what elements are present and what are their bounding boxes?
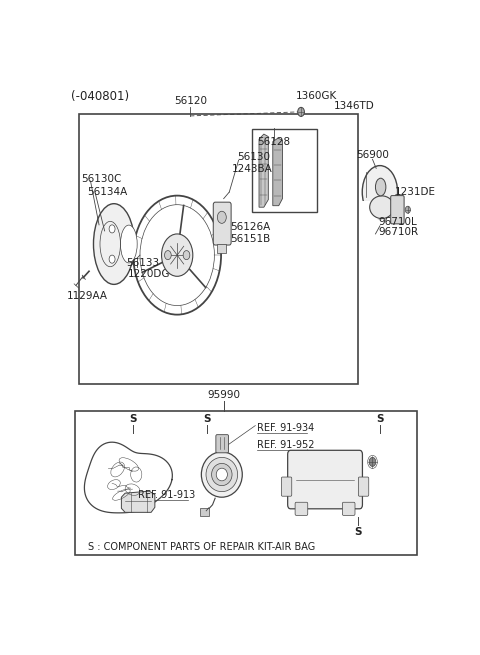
Bar bbox=[217, 244, 226, 253]
Polygon shape bbox=[121, 491, 155, 512]
Text: 1231DE: 1231DE bbox=[395, 187, 436, 197]
Text: 1243BA: 1243BA bbox=[232, 164, 273, 174]
Text: 56133: 56133 bbox=[126, 257, 159, 268]
Ellipse shape bbox=[212, 464, 232, 485]
Ellipse shape bbox=[202, 452, 242, 497]
Text: REF. 91-952: REF. 91-952 bbox=[257, 440, 315, 450]
Circle shape bbox=[162, 234, 193, 276]
FancyBboxPatch shape bbox=[288, 450, 362, 509]
Ellipse shape bbox=[206, 457, 238, 492]
Bar bbox=[75, 411, 417, 555]
Text: 1360GK: 1360GK bbox=[296, 91, 337, 102]
Text: 56900: 56900 bbox=[356, 150, 389, 160]
Circle shape bbox=[298, 107, 304, 117]
Bar bbox=[252, 129, 317, 212]
Ellipse shape bbox=[375, 178, 386, 196]
Ellipse shape bbox=[370, 196, 394, 219]
Text: S: S bbox=[376, 414, 384, 424]
Text: 95990: 95990 bbox=[207, 390, 240, 400]
Text: 1220DG: 1220DG bbox=[128, 269, 170, 279]
Text: 56128: 56128 bbox=[257, 137, 290, 147]
Text: REF. 91-934: REF. 91-934 bbox=[257, 423, 314, 433]
Polygon shape bbox=[259, 134, 268, 207]
Circle shape bbox=[109, 255, 115, 263]
FancyBboxPatch shape bbox=[216, 435, 228, 453]
FancyBboxPatch shape bbox=[359, 477, 369, 496]
Text: (-040801): (-040801) bbox=[71, 90, 129, 103]
Text: 56120: 56120 bbox=[174, 96, 207, 106]
Ellipse shape bbox=[120, 225, 137, 263]
Text: 56134A: 56134A bbox=[87, 187, 127, 197]
FancyBboxPatch shape bbox=[342, 502, 355, 515]
Text: 56130: 56130 bbox=[237, 152, 270, 162]
FancyBboxPatch shape bbox=[213, 202, 231, 245]
Text: REF. 91-913: REF. 91-913 bbox=[138, 490, 195, 500]
Text: 96710L: 96710L bbox=[378, 217, 417, 227]
Text: 96710R: 96710R bbox=[378, 227, 418, 237]
Text: 56130C: 56130C bbox=[82, 174, 122, 185]
Text: S: S bbox=[203, 414, 211, 424]
Ellipse shape bbox=[362, 166, 397, 219]
Circle shape bbox=[183, 251, 190, 259]
Text: 1129AA: 1129AA bbox=[67, 291, 108, 301]
Text: S : COMPONENT PARTS OF REPAIR KIT-AIR BAG: S : COMPONENT PARTS OF REPAIR KIT-AIR BA… bbox=[88, 542, 315, 552]
Circle shape bbox=[165, 251, 171, 259]
FancyBboxPatch shape bbox=[295, 502, 308, 515]
Circle shape bbox=[405, 206, 410, 214]
Text: 56151B: 56151B bbox=[230, 234, 271, 244]
Ellipse shape bbox=[94, 204, 134, 284]
Text: 56126A: 56126A bbox=[230, 223, 271, 233]
Circle shape bbox=[369, 457, 376, 466]
FancyBboxPatch shape bbox=[281, 477, 292, 496]
Bar bbox=[79, 114, 358, 384]
Bar bbox=[200, 508, 209, 516]
Circle shape bbox=[109, 225, 115, 233]
Bar bbox=[361, 201, 398, 219]
Ellipse shape bbox=[216, 468, 228, 481]
Circle shape bbox=[217, 212, 226, 223]
Text: 1346TD: 1346TD bbox=[334, 102, 374, 111]
FancyBboxPatch shape bbox=[391, 196, 404, 224]
Text: S: S bbox=[354, 527, 361, 536]
Text: S: S bbox=[129, 414, 136, 424]
Polygon shape bbox=[273, 138, 282, 206]
